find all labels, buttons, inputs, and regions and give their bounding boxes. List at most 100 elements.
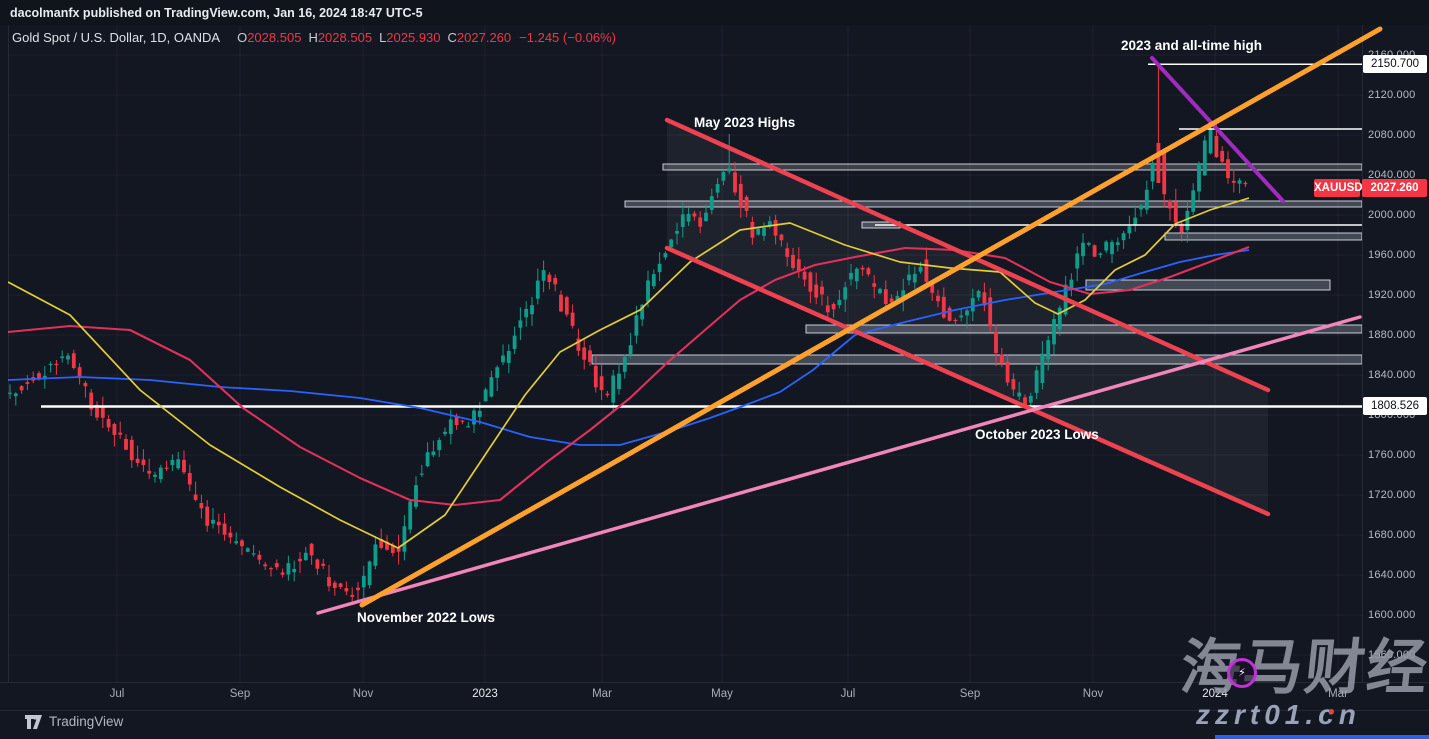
candle-body xyxy=(750,221,755,238)
candle-body xyxy=(611,375,616,403)
candle-body xyxy=(8,392,12,394)
candle-body xyxy=(576,338,581,351)
low-value: 2025.930 xyxy=(386,30,441,45)
candle-body xyxy=(692,213,697,217)
candle-body xyxy=(1179,223,1184,233)
price-tick-label: 1640.000 xyxy=(1368,569,1416,581)
candle-body xyxy=(605,393,610,396)
candle-body xyxy=(814,284,819,298)
candle-body xyxy=(269,568,273,570)
candle-body xyxy=(315,559,320,569)
candlesticks xyxy=(8,64,1248,602)
candle-body xyxy=(367,561,372,586)
candle-body xyxy=(1214,136,1219,158)
candle-body xyxy=(1168,200,1172,209)
price-badge: 1808.526 xyxy=(1363,397,1427,416)
watermark-chinese: 海马财经 xyxy=(1177,634,1429,701)
candle-body xyxy=(936,295,940,302)
candle-body xyxy=(982,292,987,306)
publish-info: dacolmanfx published on TradingView.com,… xyxy=(10,6,423,20)
candle-body xyxy=(564,297,569,315)
candle-body xyxy=(959,315,964,318)
candle-body xyxy=(1052,319,1056,345)
ma-mid-crimson xyxy=(8,246,1250,507)
candle-body xyxy=(1231,180,1236,183)
candle-body xyxy=(89,392,94,410)
purple-descending xyxy=(1150,56,1285,203)
high-value: 2028.505 xyxy=(317,30,373,45)
candle-body xyxy=(182,459,186,473)
price-tick-label: 1560.000 xyxy=(1368,649,1416,661)
candle-body xyxy=(350,594,355,597)
candle-body xyxy=(437,440,442,451)
candle-body xyxy=(582,347,587,360)
candle-body xyxy=(1156,143,1161,183)
annotation-text[interactable]: October 2023 Lows xyxy=(975,427,1099,442)
candle-body xyxy=(25,382,30,384)
tradingview-footer[interactable]: TradingView xyxy=(25,714,123,729)
candle-body xyxy=(205,506,210,526)
candle-body xyxy=(721,172,726,181)
candle-body xyxy=(843,287,848,300)
candle-body xyxy=(744,196,749,211)
candle-body xyxy=(95,404,99,418)
price-tick-label: 1720.000 xyxy=(1368,489,1416,501)
candle-body xyxy=(1139,205,1143,210)
candle-body xyxy=(831,304,836,310)
lightning-badge-icon: ⚡ xyxy=(1227,658,1257,688)
candle-body xyxy=(738,183,743,207)
candle-body xyxy=(19,386,24,391)
candle-body xyxy=(559,294,563,312)
candle-body xyxy=(425,452,430,467)
candle-body xyxy=(866,268,871,275)
candle-body xyxy=(796,259,801,271)
chart-legend[interactable]: Gold Spot / U.S. Dollar, 1D, OANDA O2028.… xyxy=(12,30,616,45)
candle-body xyxy=(222,523,227,535)
annotation-text[interactable]: November 2022 Lows xyxy=(357,610,496,625)
candle-body xyxy=(379,538,384,548)
candle-body xyxy=(727,168,732,172)
time-tick-label: 2024 xyxy=(1202,688,1228,700)
ma-fast-yellow xyxy=(8,197,1250,549)
candle-body xyxy=(83,382,88,387)
candle-body xyxy=(1081,242,1085,257)
candle-body xyxy=(66,355,70,360)
candle-body xyxy=(13,393,18,397)
candle-body xyxy=(883,289,888,305)
sr-zone xyxy=(591,354,1362,365)
candle-body xyxy=(1011,379,1016,390)
candle-body xyxy=(344,588,349,592)
candle-body xyxy=(518,320,523,328)
candle-body xyxy=(286,563,291,575)
candle-body xyxy=(628,345,633,355)
candle-body xyxy=(251,553,256,555)
candle-body xyxy=(1173,201,1178,223)
time-tick-label: May xyxy=(711,688,733,700)
candle-body xyxy=(280,572,285,575)
low-label: L xyxy=(379,30,387,45)
candle-body xyxy=(994,331,998,354)
candle-body xyxy=(756,228,761,235)
sr-zone xyxy=(624,200,1362,208)
candle-body xyxy=(385,541,389,550)
time-tick-label: Jul xyxy=(840,688,856,700)
candle-body xyxy=(332,582,337,588)
sr-zone xyxy=(1085,279,1331,291)
annotation-text[interactable]: 2023 and all-time high xyxy=(1121,38,1263,53)
candle-body xyxy=(820,286,824,295)
candle-body xyxy=(106,419,111,428)
candle-body xyxy=(773,220,778,236)
candle-body xyxy=(170,459,175,465)
symbol-title[interactable]: Gold Spot / U.S. Dollar, 1D, OANDA xyxy=(12,30,221,45)
candle-body xyxy=(472,410,476,425)
candle-body xyxy=(292,568,297,573)
sr-zone xyxy=(805,324,1362,334)
candle-body xyxy=(1133,217,1138,225)
candle-body xyxy=(512,335,517,349)
candle-body xyxy=(570,312,575,326)
candle-body xyxy=(709,196,714,210)
red-channel-lower xyxy=(664,245,1271,517)
annotation-text[interactable]: May 2023 Highs xyxy=(694,115,796,130)
